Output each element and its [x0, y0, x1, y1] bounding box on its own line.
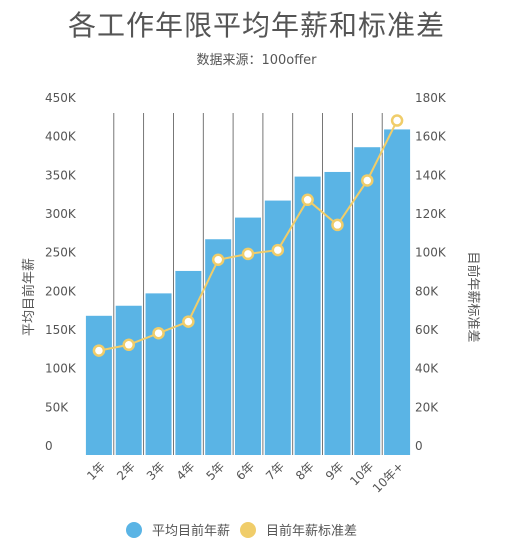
y-right-tick-label: 80K [415, 284, 439, 298]
bar [264, 200, 291, 455]
x-tick-label: 8年 [293, 459, 317, 483]
y-right-tick-label: 100K [415, 246, 447, 260]
y-left-tick-label: 50K [45, 400, 69, 414]
bar [384, 129, 411, 455]
legend-swatch-salary [126, 521, 142, 538]
legend-label-salary: 平均目前年薪 [152, 524, 231, 539]
x-tick-label: 2年 [114, 459, 138, 483]
chart-plot: 0 50K 100K 150K 200K 250K 300K 350K 400K 450K 0 20K… [21, 91, 481, 496]
y-left-tick-label: 150K [45, 323, 77, 337]
y-left-tick-label: 250K [45, 246, 77, 260]
bar [145, 293, 172, 455]
line-point [241, 247, 255, 261]
x-tick-label: 9年 [323, 459, 347, 483]
line-point [301, 193, 314, 207]
x-tick-label: 3年 [144, 459, 168, 483]
y-right-axis-title: 目前年薪标准差 [465, 251, 481, 342]
line-point [390, 114, 404, 127]
y-right-tick-label: 20K [415, 400, 439, 414]
chart-title: 各工作年限平均年薪和标准差 [67, 9, 445, 42]
x-tick-label: 1年 [84, 459, 108, 483]
y-left-axis-title: 平均目前年薪 [21, 258, 37, 336]
legend-label-stddev: 目前年薪标准差 [266, 524, 358, 539]
y-right-tick-label: 40K [415, 362, 439, 376]
bar [354, 147, 381, 456]
x-tick-label: 6年 [233, 459, 257, 483]
line-point [92, 344, 106, 357]
y-right-tick-label: 160K [415, 130, 447, 144]
line-point [331, 218, 344, 232]
bar [294, 176, 321, 455]
line-point [152, 326, 165, 340]
y-left-tick-label: 450K [45, 91, 77, 105]
x-tick-label: 10年+ [370, 459, 406, 495]
y-right-tick-label: 120K [415, 207, 447, 221]
y-left-tick-label: 100K [45, 362, 77, 376]
y-left-tick-label: 200K [45, 284, 77, 298]
bar [205, 239, 232, 455]
chart-legend: 平均目前年薪 目前年薪标准差 [0, 520, 513, 540]
legend-item-stddev[interactable]: 目前年薪标准差 [240, 520, 357, 539]
y-right-tick-label: 140K [415, 168, 447, 182]
y-right-tick-label: 60K [415, 323, 439, 337]
y-left-tick-label: 300K [45, 207, 77, 221]
y-right-tick-label: 180K [415, 91, 447, 105]
legend-swatch-stddev [240, 521, 256, 538]
y-left-tick-label: 350K [45, 168, 77, 182]
bar [324, 171, 351, 455]
y-left-tick-label: 400K [45, 130, 77, 144]
line-point [361, 174, 374, 187]
x-tick-label: 7年 [263, 459, 287, 483]
x-tick-label: 5年 [204, 459, 228, 483]
x-tick-label: 4年 [174, 459, 198, 483]
bar [85, 315, 112, 455]
legend-item-salary[interactable]: 平均目前年薪 [126, 520, 230, 539]
line-point [122, 338, 135, 352]
chart-subtitle: 数据来源：100offer [196, 53, 317, 68]
bar [115, 305, 142, 455]
line-point [182, 315, 195, 328]
y-right-tick-label: 0 [415, 439, 423, 453]
y-left-tick-label: 0 [45, 439, 53, 453]
bar [175, 270, 202, 455]
line-point [271, 243, 285, 257]
line-point [211, 253, 225, 266]
